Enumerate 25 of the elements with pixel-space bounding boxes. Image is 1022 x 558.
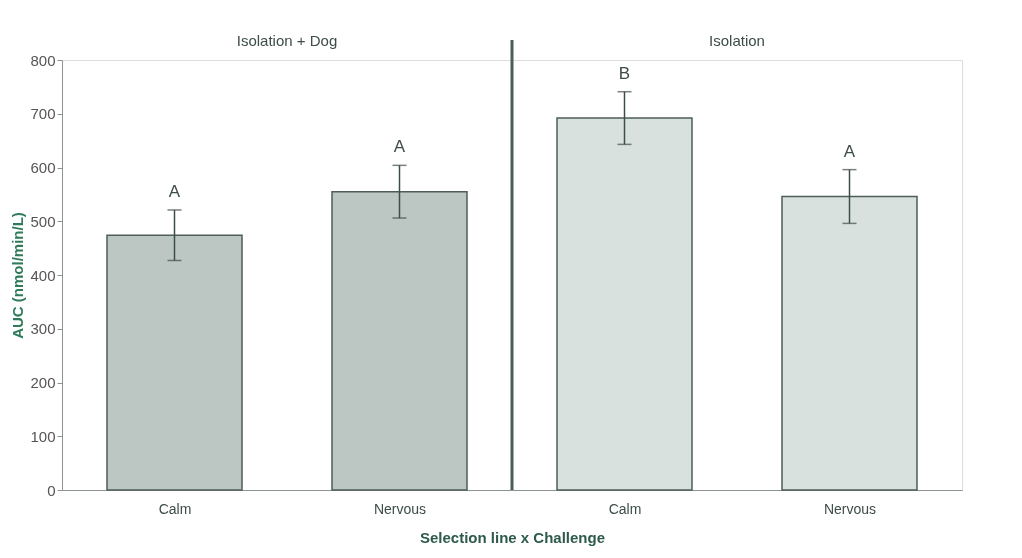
data-label: B [618,63,631,83]
y-tick-label: 300 [30,320,56,338]
bar [106,234,243,491]
text: Isolation [709,32,765,49]
y-tick-label: 800 [30,51,56,69]
y-tick-label: 500 [30,212,56,230]
y-tick-label: 100 [30,427,56,445]
y-tick-label: 600 [30,159,56,176]
bar [556,117,693,491]
x-tick-label: Calm [608,500,642,517]
y-tick-label: 0 [47,481,56,499]
x-tick-label: Calm [158,500,192,517]
y-axis-title: AUC (nmol/min/L) [9,212,27,339]
data-label: A [168,181,181,201]
bar [781,195,918,491]
x-tick-label: Nervous [373,500,427,517]
y-tick-label: 200 [30,374,56,391]
data-label: A [393,137,406,157]
x-tick-label: Nervous [823,500,877,517]
data-label: A [843,141,856,161]
bar [331,190,468,491]
y-tick-label: 400 [30,266,56,284]
y-tick-label: 700 [30,105,56,123]
text: Isolation + Dog [236,32,338,49]
x-axis-title: Selection line x Challenge [419,528,606,546]
